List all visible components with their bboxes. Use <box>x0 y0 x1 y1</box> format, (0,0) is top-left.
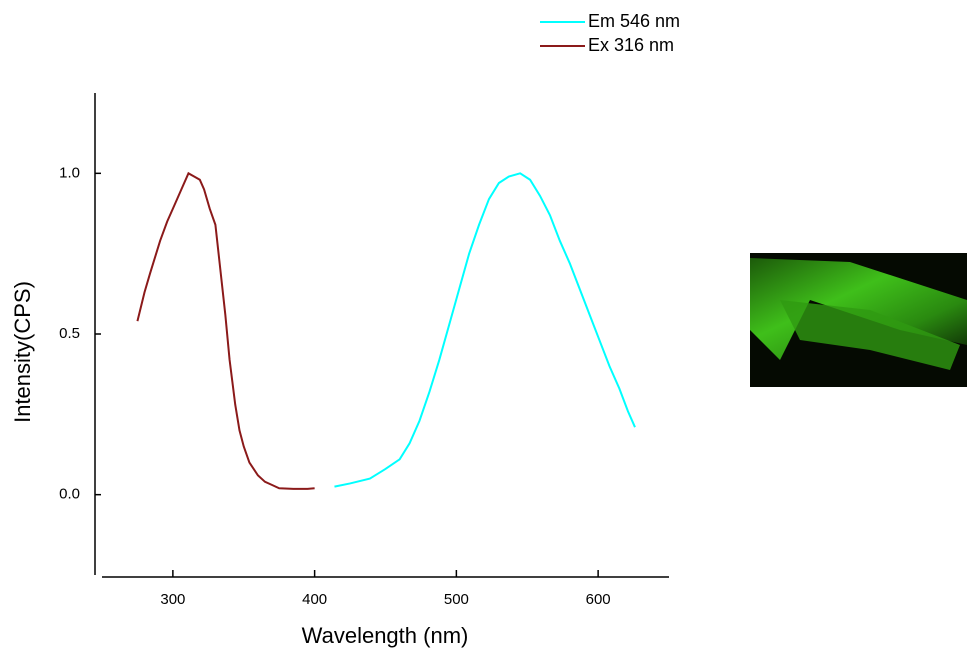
series-line <box>334 172 636 488</box>
x-tick-label: 300 <box>160 591 185 608</box>
y-tick-label: 0.5 <box>59 325 80 342</box>
micrograph <box>750 253 967 387</box>
legend-label: Ex 316 nm <box>588 35 674 55</box>
x-tick-label: 500 <box>444 591 469 608</box>
x-tick-label: 400 <box>302 591 327 608</box>
y-axis-label: Intensity(CPS) <box>10 281 35 423</box>
y-tick-label: 0.0 <box>59 486 80 503</box>
y-tick-label: 1.0 <box>59 164 80 181</box>
x-tick-label: 600 <box>586 591 611 608</box>
legend-label: Em 546 nm <box>588 11 680 31</box>
series-line <box>136 171 315 490</box>
x-axis-label: Wavelength (nm) <box>302 623 469 648</box>
